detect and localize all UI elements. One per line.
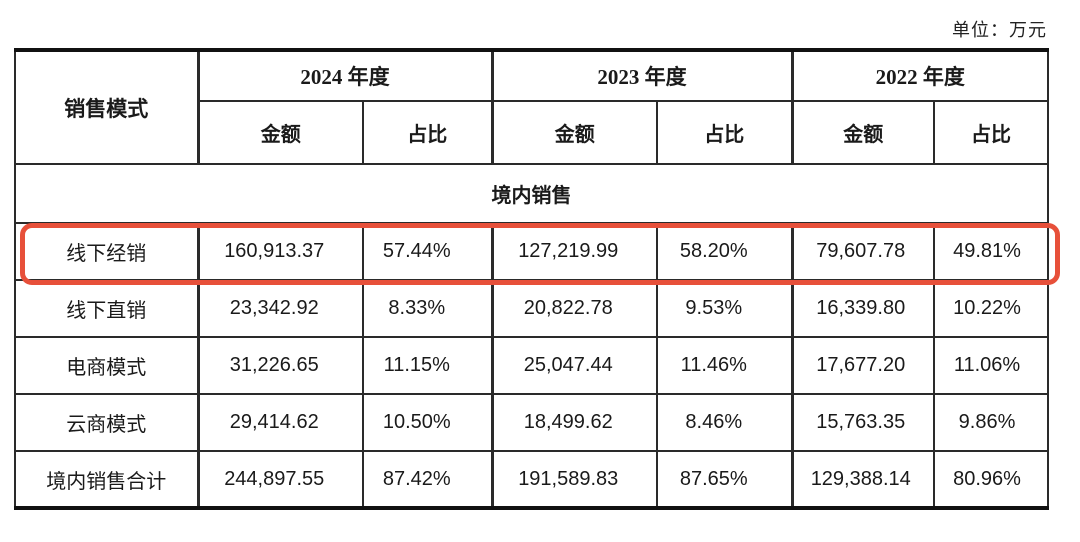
cell-2023-amount: 18,499.62 — [490, 393, 658, 452]
header-sales-mode: 销售模式 — [14, 49, 199, 165]
cell-2024-amount: 31,226.65 — [196, 336, 364, 395]
cell-2022-ratio: 9.86% — [933, 393, 1049, 452]
cell-2022-amount: 16,339.80 — [790, 279, 935, 338]
cell-2023-ratio: 58.20% — [656, 222, 793, 281]
cell-2022-amount: 129,388.14 — [790, 450, 935, 509]
cell-2024-ratio: 11.15% — [362, 336, 493, 395]
cell-2023-ratio: 9.53% — [656, 279, 793, 338]
cell-2024-amount: 244,897.55 — [196, 450, 364, 509]
row-label: 云商模式 — [14, 393, 199, 452]
header-row-subcolumns: 金额 占比 金额 占比 金额 占比 — [15, 100, 1049, 165]
header-year-2022: 2022 年度 — [790, 49, 1049, 102]
cell-2023-amount: 127,219.99 — [490, 222, 658, 281]
header-row-years: 销售模式 2024 年度 2023 年度 2022 年度 — [14, 49, 1049, 165]
cell-2023-ratio: 11.46% — [656, 336, 793, 395]
table-row-domestic-total: 境内销售合计 244,897.55 87.42% 191,589.83 87.6… — [14, 450, 1049, 509]
cell-2022-ratio: 80.96% — [933, 450, 1049, 509]
header-2023-amount: 金额 — [490, 100, 658, 165]
row-label: 电商模式 — [14, 336, 199, 395]
sales-mode-table: 销售模式 2024 年度 2023 年度 2022 年度 金额 占比 金额 占比… — [14, 48, 1049, 510]
cell-2024-amount: 23,342.92 — [196, 279, 364, 338]
cell-2023-amount: 20,822.78 — [490, 279, 658, 338]
header-2023-ratio: 占比 — [656, 100, 793, 165]
cell-2023-amount: 191,589.83 — [490, 450, 658, 509]
table-row-ecommerce: 电商模式 31,226.65 11.15% 25,047.44 11.46% 1… — [14, 336, 1049, 395]
header-year-2024: 2024 年度 — [196, 49, 493, 102]
header-2024-amount: 金额 — [196, 100, 364, 165]
cell-2024-ratio: 57.44% — [362, 222, 493, 281]
cell-2022-amount: 79,607.78 — [790, 222, 935, 281]
header-year-2023: 2023 年度 — [490, 49, 793, 102]
header-2022-amount: 金额 — [790, 100, 935, 165]
section-header-label: 境内销售 — [15, 163, 1048, 224]
cell-2023-ratio: 87.65% — [656, 450, 793, 509]
row-label: 线下经销 — [14, 222, 199, 281]
cell-2022-ratio: 11.06% — [933, 336, 1049, 395]
section-row-domestic-sales: 境内销售 — [15, 163, 1048, 224]
cell-2024-ratio: 8.33% — [362, 279, 493, 338]
cell-2022-amount: 17,677.20 — [790, 336, 935, 395]
cell-2024-ratio: 87.42% — [362, 450, 493, 509]
row-label: 线下直销 — [14, 279, 199, 338]
unit-label: 单位：万元 — [952, 20, 1047, 40]
table-row-cloud-commerce: 云商模式 29,414.62 10.50% 18,499.62 8.46% 15… — [14, 393, 1049, 452]
cell-2022-ratio: 49.81% — [933, 222, 1049, 281]
row-label: 境内销售合计 — [14, 450, 199, 509]
cell-2023-ratio: 8.46% — [656, 393, 793, 452]
cell-2022-ratio: 10.22% — [933, 279, 1049, 338]
cell-2024-amount: 29,414.62 — [196, 393, 364, 452]
cell-2022-amount: 15,763.35 — [790, 393, 935, 452]
table-row-offline-direct: 线下直销 23,342.92 8.33% 20,822.78 9.53% 16,… — [14, 279, 1049, 338]
table-row-offline-distribution: 线下经销 160,913.37 57.44% 127,219.99 58.20%… — [14, 222, 1049, 281]
cell-2023-amount: 25,047.44 — [490, 336, 658, 395]
cell-2024-ratio: 10.50% — [362, 393, 493, 452]
header-2022-ratio: 占比 — [933, 100, 1049, 165]
header-2024-ratio: 占比 — [362, 100, 493, 165]
cell-2024-amount: 160,913.37 — [196, 222, 364, 281]
